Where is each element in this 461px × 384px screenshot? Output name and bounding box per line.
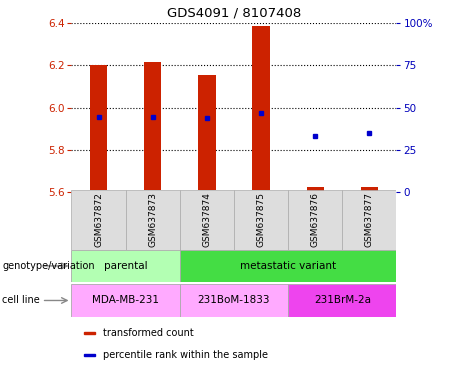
FancyBboxPatch shape: [125, 190, 180, 250]
FancyBboxPatch shape: [180, 190, 234, 250]
FancyBboxPatch shape: [71, 250, 180, 282]
Bar: [307, 187, 324, 191]
Bar: [84, 331, 95, 334]
Bar: [198, 75, 216, 190]
Text: cell line: cell line: [2, 295, 40, 306]
Title: GDS4091 / 8107408: GDS4091 / 8107408: [167, 6, 301, 19]
Text: percentile rank within the sample: percentile rank within the sample: [103, 350, 268, 360]
Text: GSM637875: GSM637875: [256, 192, 266, 247]
Text: GSM637877: GSM637877: [365, 192, 374, 247]
Text: GSM637873: GSM637873: [148, 192, 157, 247]
Text: GSM637876: GSM637876: [311, 192, 320, 247]
Text: transformed count: transformed count: [103, 328, 194, 338]
Text: GSM637872: GSM637872: [94, 192, 103, 247]
FancyBboxPatch shape: [288, 284, 396, 317]
Bar: [252, 26, 270, 190]
Bar: [90, 65, 107, 190]
FancyBboxPatch shape: [71, 190, 125, 250]
Text: GSM637874: GSM637874: [202, 192, 212, 247]
Text: genotype/variation: genotype/variation: [2, 261, 95, 271]
Text: metastatic variant: metastatic variant: [240, 261, 336, 271]
Text: MDA-MB-231: MDA-MB-231: [92, 295, 159, 306]
FancyBboxPatch shape: [180, 250, 396, 282]
FancyBboxPatch shape: [288, 190, 342, 250]
FancyBboxPatch shape: [234, 190, 288, 250]
Bar: [144, 62, 161, 190]
Bar: [361, 187, 378, 191]
Text: parental: parental: [104, 261, 148, 271]
Text: 231BoM-1833: 231BoM-1833: [198, 295, 270, 306]
Bar: [84, 354, 95, 356]
Text: 231BrM-2a: 231BrM-2a: [314, 295, 371, 306]
FancyBboxPatch shape: [180, 284, 288, 317]
FancyBboxPatch shape: [342, 190, 396, 250]
FancyBboxPatch shape: [71, 284, 180, 317]
